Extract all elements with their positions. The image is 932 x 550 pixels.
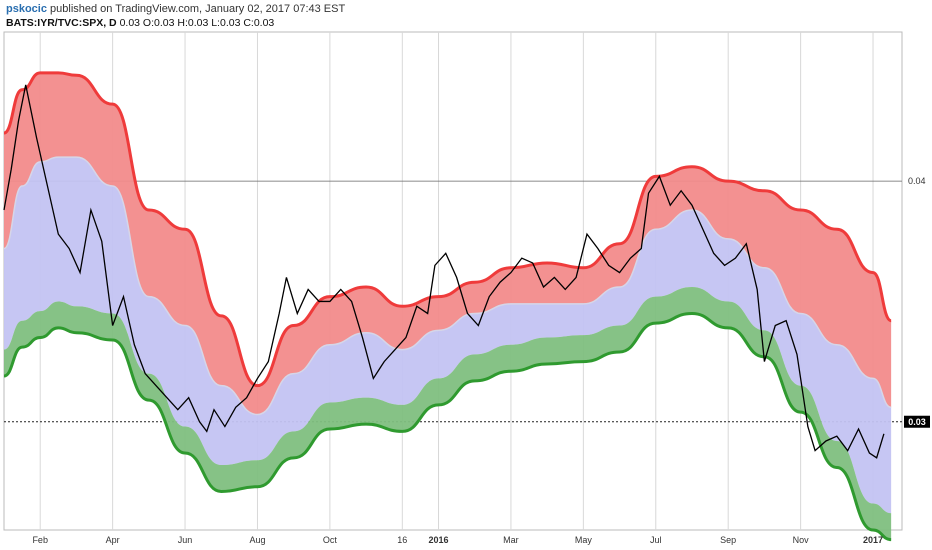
x-tick-label: Sep <box>720 535 736 545</box>
published-text: published on TradingView.com, January 02… <box>46 3 346 15</box>
lower-band-fill <box>4 287 892 540</box>
x-tick-label: 16 <box>397 535 407 545</box>
x-tick-label: Mar <box>503 535 519 545</box>
y-tick-label: 0.04 <box>908 176 926 186</box>
upper-band-line <box>3 71 892 388</box>
current-value-badge <box>904 415 930 428</box>
x-tick-label: Apr <box>106 535 120 545</box>
price-series <box>3 84 885 459</box>
x-tick-label: Jul <box>650 535 662 545</box>
author-link[interactable]: pskocic <box>6 3 47 15</box>
symbol-name[interactable]: BATS:IYR/TVC:SPX, D <box>6 17 117 29</box>
x-tick-label: 2016 <box>429 535 449 545</box>
lower-band-line <box>3 311 892 542</box>
x-tick-label: Jun <box>178 535 193 545</box>
chart-attribution: pskocic published on TradingView.com, Ja… <box>6 3 345 15</box>
ohlc-readout: 0.03 O:0.03 H:0.03 L:0.03 C:0.03 <box>119 17 275 29</box>
axes: Feb Apr Jun Aug Oct 16 2016 Mar May Jul Sep Nov 2017… <box>32 176 930 545</box>
symbol-legend: BATS:IYR/TVC:SPX, D 0.03 O:0.03 H:0.03 L… <box>6 17 274 29</box>
x-tick-label: Nov <box>793 535 810 545</box>
x-tick-label: Oct <box>323 535 338 545</box>
bands <box>3 71 892 542</box>
upper-band-fill <box>4 72 892 415</box>
x-tick-label: Feb <box>32 535 48 545</box>
x-tick-label: Aug <box>249 535 265 545</box>
current-value-label: 0.03 <box>908 417 926 427</box>
price-line <box>3 84 885 459</box>
x-tick-label: 2017 <box>863 535 883 545</box>
x-tick-label: May <box>575 535 593 545</box>
